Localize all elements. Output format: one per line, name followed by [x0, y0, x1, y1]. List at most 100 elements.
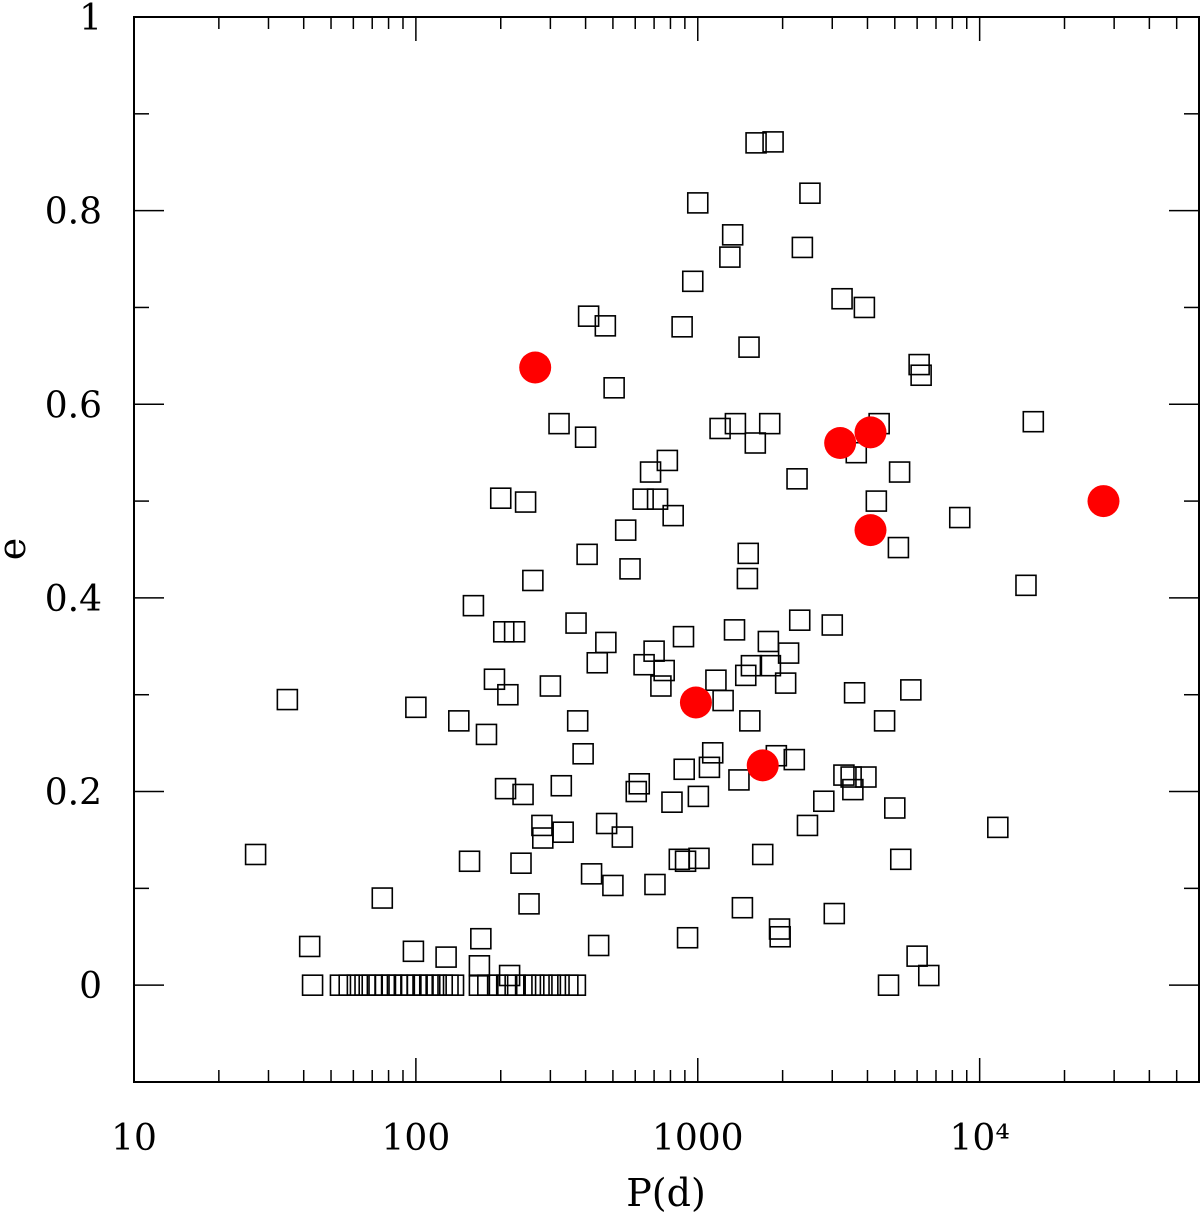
open-square-point — [883, 797, 906, 819]
open-square-point — [458, 850, 481, 873]
open-square-point — [724, 412, 747, 435]
open-square-point — [728, 769, 750, 791]
open-square-point — [619, 558, 641, 580]
open-square-point — [566, 710, 589, 732]
open-square-point — [587, 934, 610, 957]
points-layer — [244, 131, 1120, 996]
open-square-point — [791, 236, 814, 259]
open-square-point — [739, 710, 761, 732]
y-tick-label: 0.6 — [45, 385, 102, 426]
open-square-point — [483, 668, 506, 691]
open-square-point — [442, 974, 465, 996]
open-square-point — [751, 843, 774, 866]
open-square-point — [656, 449, 679, 472]
open-square-point — [668, 848, 691, 871]
open-square-point — [723, 619, 746, 641]
open-square-point — [494, 777, 517, 800]
open-square-point — [468, 955, 491, 977]
open-square-point — [796, 814, 819, 837]
open-square-point — [843, 681, 866, 704]
open-square-point — [672, 625, 695, 648]
open-square-point — [574, 426, 597, 448]
open-square-point — [489, 487, 512, 509]
open-square-point — [361, 974, 384, 996]
red-circle-point — [824, 427, 857, 459]
open-square-point — [602, 874, 624, 897]
open-square-point — [497, 683, 519, 706]
open-square-point — [406, 974, 428, 996]
open-square-point — [788, 609, 811, 631]
y-tick-label: 1 — [79, 0, 102, 39]
x-tick-label: 10⁴ — [950, 1118, 1010, 1159]
red-circle-point — [854, 416, 887, 449]
open-square-point — [514, 491, 537, 513]
open-square-point — [548, 412, 570, 435]
open-square-point — [873, 710, 896, 732]
open-square-point — [686, 192, 709, 214]
open-square-point — [887, 536, 910, 559]
y-tick-label: 0.2 — [45, 773, 102, 814]
open-square-point — [470, 927, 492, 950]
open-square-point — [889, 848, 912, 871]
open-square-point — [400, 974, 422, 996]
open-square-point — [731, 896, 754, 919]
red-circle-point — [519, 351, 552, 384]
open-square-point — [644, 873, 666, 896]
open-square-point — [498, 964, 521, 987]
open-square-point — [674, 850, 697, 873]
open-square-point — [437, 974, 459, 996]
open-square-point — [900, 679, 922, 701]
open-square-point — [354, 974, 376, 996]
open-square-point — [783, 748, 806, 771]
open-square-point — [687, 785, 710, 808]
open-square-point — [564, 974, 587, 996]
open-square-point — [576, 543, 598, 566]
open-square-point — [757, 630, 780, 653]
red-circle-point — [679, 686, 712, 719]
open-square-point — [402, 940, 425, 963]
open-square-point — [840, 766, 862, 788]
open-square-point — [745, 132, 767, 154]
open-square-point — [368, 974, 390, 996]
open-square-point — [813, 790, 835, 813]
open-square-point — [762, 131, 784, 153]
open-square-point — [595, 631, 617, 654]
open-square-point — [906, 945, 928, 967]
y-axis-label: e — [0, 538, 34, 561]
x-tick-label: 1000 — [652, 1118, 744, 1159]
open-square-point — [676, 926, 699, 949]
open-square-point — [448, 710, 470, 732]
open-square-point — [628, 772, 651, 795]
open-square-point — [572, 742, 594, 765]
open-square-point — [380, 974, 403, 996]
open-square-point — [987, 816, 1009, 839]
open-square-point — [475, 723, 498, 746]
open-square-point — [786, 468, 808, 490]
open-square-point — [855, 766, 877, 788]
open-square-point — [418, 974, 441, 996]
open-square-point — [877, 974, 900, 996]
open-square-point — [522, 569, 544, 592]
open-square-point — [625, 780, 648, 803]
open-square-point — [712, 689, 734, 712]
open-square-point — [462, 594, 485, 617]
open-square-point — [888, 461, 911, 483]
y-tick-label: 0 — [79, 966, 102, 1007]
open-square-point — [405, 696, 427, 719]
y-tick-label: 0.4 — [45, 579, 102, 620]
red-circle-point — [746, 749, 779, 782]
x-tick-label: 10 — [111, 1118, 157, 1159]
open-square-point — [539, 675, 562, 697]
red-circle-point — [1087, 485, 1120, 518]
open-square-point — [468, 974, 491, 996]
open-square-point — [842, 778, 864, 801]
open-square-point — [662, 504, 684, 527]
open-square-point — [518, 893, 540, 915]
open-square-point — [550, 774, 573, 797]
open-square-point — [671, 316, 693, 338]
open-square-point — [393, 974, 416, 996]
red-circle-point — [854, 514, 887, 547]
open-square-point — [774, 672, 797, 694]
open-square-point — [492, 620, 515, 643]
open-square-point — [1022, 410, 1045, 433]
